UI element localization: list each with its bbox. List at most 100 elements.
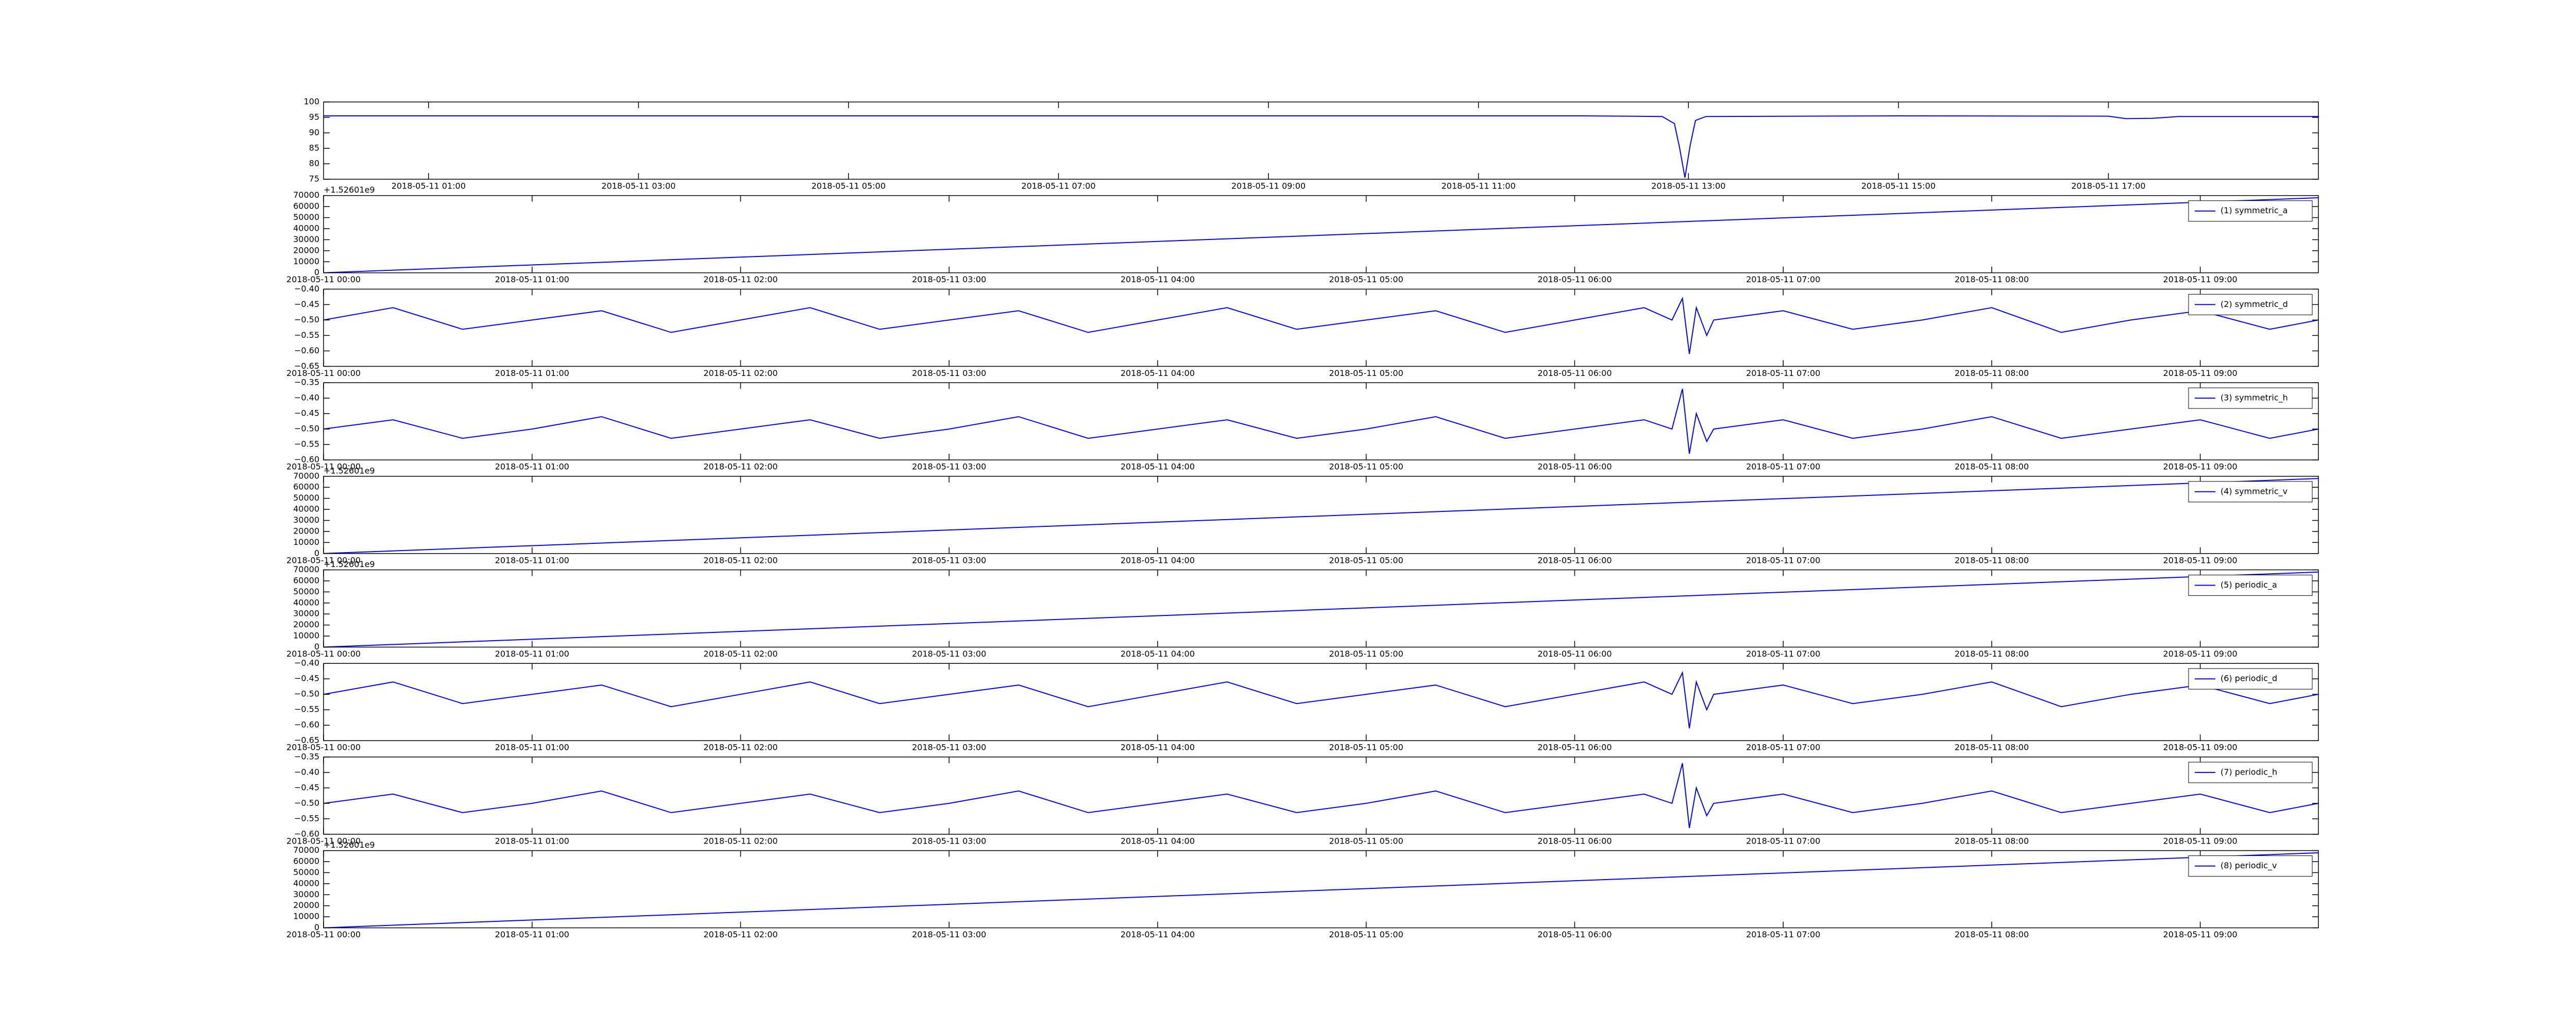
y-tick-label: 10000 xyxy=(293,537,319,547)
y-tick-label: 0 xyxy=(314,642,319,651)
y-offset-text: +1.52601e9 xyxy=(324,185,375,195)
x-tick-label: 2018-05-11 08:00 xyxy=(1955,368,2029,378)
x-tick-label: 2018-05-11 02:00 xyxy=(703,462,777,472)
x-tick-label: 2018-05-11 09:00 xyxy=(2163,462,2238,472)
y-tick-label: −0.60 xyxy=(294,346,319,355)
x-tick-label: 2018-05-11 05:00 xyxy=(1329,368,1403,378)
x-tick-label: 2018-05-11 04:00 xyxy=(1121,649,1195,659)
x-tick-label: 2018-05-11 05:00 xyxy=(1329,836,1403,846)
x-tick-label: 2018-05-11 02:00 xyxy=(703,555,777,565)
x-tick-label: 2018-05-11 15:00 xyxy=(1861,181,1936,191)
y-tick-label: −0.55 xyxy=(294,330,319,340)
x-tick-label: 2018-05-11 04:00 xyxy=(1121,274,1195,284)
y-tick-label: −0.50 xyxy=(294,798,319,808)
y-tick-label: 40000 xyxy=(293,597,319,607)
x-tick-label: 2018-05-11 01:00 xyxy=(495,462,569,472)
x-tick-label: 2018-05-11 05:00 xyxy=(1329,649,1403,659)
x-tick-label: 2018-05-11 00:00 xyxy=(286,274,361,284)
axes-frame xyxy=(323,288,2319,367)
y-tick-label: −0.35 xyxy=(294,751,319,761)
x-tick-label: 2018-05-11 01:00 xyxy=(495,836,569,846)
x-tick-label: 2018-05-11 04:00 xyxy=(1121,930,1195,939)
x-tick-label: 2018-05-11 07:00 xyxy=(1746,649,1820,659)
y-tick-label: 50000 xyxy=(293,493,319,503)
axes-frame xyxy=(323,476,2319,554)
x-tick-label: 2018-05-11 03:00 xyxy=(912,649,986,659)
x-tick-label: 2018-05-11 03:00 xyxy=(601,181,675,191)
y-tick-label: 10000 xyxy=(293,631,319,641)
x-tick-label: 2018-05-11 01:00 xyxy=(495,649,569,659)
x-tick-label: 2018-05-11 09:00 xyxy=(2163,368,2238,378)
x-tick-label: 2018-05-11 08:00 xyxy=(1955,930,2029,939)
x-tick-label: 2018-05-11 13:00 xyxy=(1651,181,1725,191)
y-tick-label: 60000 xyxy=(293,482,319,492)
y-tick-label: −0.45 xyxy=(294,782,319,792)
y-tick-label: 20000 xyxy=(293,526,319,536)
x-tick-label: 2018-05-11 04:00 xyxy=(1121,743,1195,752)
x-tick-label: 2018-05-11 06:00 xyxy=(1537,836,1612,846)
x-tick-label: 2018-05-11 07:00 xyxy=(1746,836,1820,846)
axes-background xyxy=(324,663,2318,741)
y-tick-label: −0.60 xyxy=(294,720,319,730)
y-tick-label: 75 xyxy=(309,174,319,184)
y-tick-label: −0.40 xyxy=(294,393,319,403)
legend-label: (7) periodic_h xyxy=(2221,767,2277,777)
x-tick-label: 2018-05-11 08:00 xyxy=(1955,274,2029,284)
x-tick-label: 2018-05-11 02:00 xyxy=(703,368,777,378)
x-tick-label: 2018-05-11 08:00 xyxy=(1955,743,2029,752)
axes-frame xyxy=(323,569,2319,648)
x-tick-label: 2018-05-11 02:00 xyxy=(703,743,777,752)
y-tick-label: −0.50 xyxy=(294,424,319,434)
y-tick-label: −0.65 xyxy=(294,361,319,371)
legend-label: (6) periodic_d xyxy=(2221,674,2277,684)
y-tick-label: 40000 xyxy=(293,878,319,888)
y-tick-label: 60000 xyxy=(293,856,319,866)
legend-label: (3) symmetric_h xyxy=(2221,393,2288,403)
y-tick-label: 70000 xyxy=(293,845,319,855)
legend-label: (2) symmetric_d xyxy=(2221,299,2288,310)
series-line xyxy=(323,763,2319,829)
x-tick-label: 2018-05-11 02:00 xyxy=(703,930,777,939)
x-tick-label: 2018-05-11 03:00 xyxy=(912,555,986,565)
series-line xyxy=(323,852,2319,929)
axes-frame xyxy=(323,663,2319,741)
series-line xyxy=(323,478,2319,554)
series-line xyxy=(323,671,2319,729)
x-tick-label: 2018-05-11 06:00 xyxy=(1537,930,1612,939)
y-tick-label: 0 xyxy=(314,267,319,277)
y-tick-label: −0.45 xyxy=(294,299,319,309)
x-tick-label: 2018-05-11 03:00 xyxy=(912,743,986,752)
x-tick-label: 2018-05-11 00:00 xyxy=(286,836,361,846)
x-tick-label: 2018-05-11 09:00 xyxy=(1231,181,1306,191)
y-tick-label: 0 xyxy=(314,548,319,558)
x-tick-label: 2018-05-11 04:00 xyxy=(1121,368,1195,378)
y-tick-label: −0.45 xyxy=(294,674,319,683)
y-tick-label: 60000 xyxy=(293,201,319,211)
axes-background xyxy=(324,383,2318,460)
y-tick-label: 30000 xyxy=(293,515,319,525)
x-tick-label: 2018-05-11 00:00 xyxy=(286,649,361,659)
x-tick-label: 2018-05-11 09:00 xyxy=(2163,743,2238,752)
y-offset-text: +1.52601e9 xyxy=(324,466,375,475)
x-tick-label: 2018-05-11 06:00 xyxy=(1537,649,1612,659)
y-tick-label: 50000 xyxy=(293,587,319,596)
x-tick-label: 2018-05-11 05:00 xyxy=(811,181,886,191)
y-tick-label: 40000 xyxy=(293,504,319,514)
x-tick-label: 2018-05-11 06:00 xyxy=(1537,274,1612,284)
x-tick-label: 2018-05-11 00:00 xyxy=(286,743,361,752)
y-tick-label: 80 xyxy=(309,159,319,168)
x-tick-label: 2018-05-11 04:00 xyxy=(1121,555,1195,565)
x-tick-label: 2018-05-11 06:00 xyxy=(1537,555,1612,565)
x-tick-label: 2018-05-11 08:00 xyxy=(1955,836,2029,846)
axes-frame xyxy=(323,101,2319,180)
x-tick-label: 2018-05-11 03:00 xyxy=(912,274,986,284)
x-tick-label: 2018-05-11 07:00 xyxy=(1746,274,1820,284)
axes-frame xyxy=(323,850,2319,929)
x-tick-label: 2018-05-11 17:00 xyxy=(2071,181,2145,191)
x-tick-label: 2018-05-11 07:00 xyxy=(1746,368,1820,378)
x-tick-label: 2018-05-11 05:00 xyxy=(1329,274,1403,284)
x-tick-label: 2018-05-11 00:00 xyxy=(286,368,361,378)
x-tick-label: 2018-05-11 09:00 xyxy=(2163,555,2238,565)
axes-background xyxy=(324,757,2318,834)
y-tick-label: −0.60 xyxy=(294,829,319,838)
